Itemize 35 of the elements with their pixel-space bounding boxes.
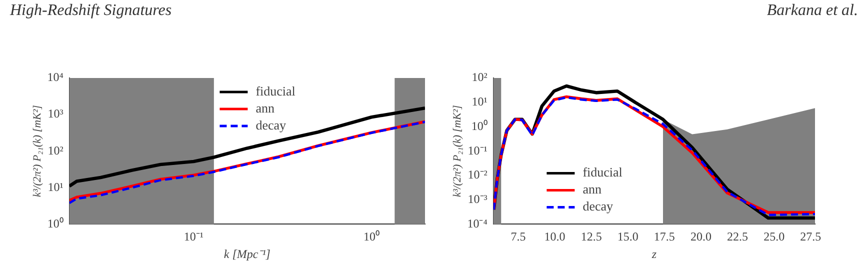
y-tick-label: 10⁰: [47, 216, 64, 230]
y-tick-label: 10⁻³: [468, 192, 488, 206]
legend-label: decay: [256, 117, 286, 132]
x-axis-title: k [Mpc⁻¹]: [224, 246, 271, 261]
y-axis-title: k³/(2π²) P₂₁(k) [mK²]: [451, 105, 464, 198]
y-tick-label: 10²: [48, 143, 64, 158]
y-tick-label: 10⁻⁴: [467, 216, 488, 230]
x-tick-label: 25.0: [764, 230, 785, 244]
legend-label: fiducial: [256, 83, 296, 98]
x-tick-label: 10⁻¹: [184, 230, 204, 244]
text: Barkana et al.: [766, 2, 858, 20]
x-tick-label: 7.5: [510, 230, 526, 244]
y-tick-label: 10⁻²: [468, 168, 488, 182]
x-tick-label: 10⁰: [363, 230, 380, 244]
legend-label: fiducial: [582, 164, 623, 180]
x-tick-label: 17.5: [654, 230, 675, 244]
x-axis-title: z: [650, 246, 657, 261]
text: High-Redshift Signatures: [10, 2, 172, 20]
y-tick-label: 10³: [48, 106, 64, 121]
x-tick-label: 20.0: [690, 230, 712, 244]
x-tick-label: 22.5: [727, 230, 748, 244]
y-tick-label: 10⁴: [47, 70, 64, 84]
x-tick-label: 27.5: [800, 230, 822, 244]
x-tick-label: 15.0: [617, 230, 638, 244]
x-tick-label: 12.5: [580, 230, 602, 244]
x-tick-label: 10.0: [544, 230, 566, 244]
y-tick-label: 10⁻¹: [468, 143, 488, 158]
y-tick-label: 10¹: [472, 94, 488, 109]
legend-label: ann: [582, 182, 602, 197]
y-tick-label: 10²: [472, 70, 488, 84]
legend-label: ann: [256, 100, 275, 116]
y-tick-label: 10¹: [48, 180, 64, 194]
y-tick-label: 10⁰: [471, 118, 488, 133]
y-axis-title: k³/(2π²) P₂₁(k) [mK²]: [31, 105, 44, 198]
legend-label: decay: [582, 198, 614, 214]
